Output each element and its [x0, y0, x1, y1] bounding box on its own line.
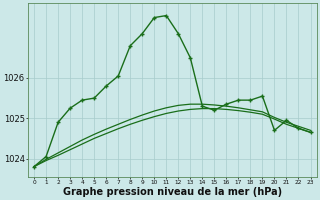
- X-axis label: Graphe pression niveau de la mer (hPa): Graphe pression niveau de la mer (hPa): [63, 187, 282, 197]
